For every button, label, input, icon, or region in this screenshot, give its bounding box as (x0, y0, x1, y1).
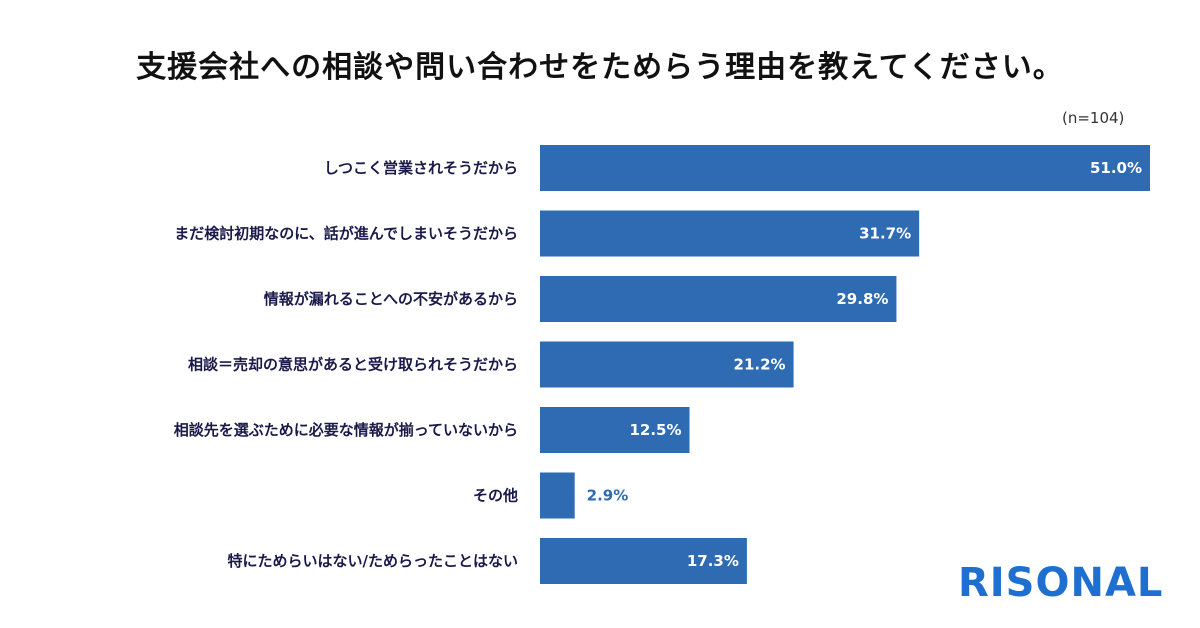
chart-title: 支援会社への相談や問い合わせをためらう理由を教えてください。 (136, 50, 1064, 85)
value-label: 31.7% (859, 225, 911, 243)
value-label: 12.5% (629, 421, 681, 439)
bar (540, 341, 794, 388)
bar (540, 145, 1150, 191)
sample-size-note: (n=104) (1062, 109, 1125, 127)
bars-group: しつこく営業されそうだから 51.0% まだ検討初期なのに、話が進んでしまいそうだか… (174, 145, 1150, 584)
category-label: その他 (473, 487, 518, 505)
category-label: 相談先を選ぶために必要な情報が揃っていないから (174, 421, 518, 439)
bar (540, 276, 897, 322)
risonal-logo: RISONAL (958, 560, 1164, 606)
value-label: 29.8% (836, 290, 888, 308)
value-label: 21.2% (734, 356, 786, 374)
bar (540, 407, 690, 453)
category-label: しつこく営業されそうだから (324, 159, 518, 177)
bar (540, 472, 575, 519)
value-label: 2.9% (587, 487, 629, 505)
value-label: 51.0% (1090, 159, 1142, 177)
category-label: 特にためらいはない/ためらったことはない (228, 552, 518, 570)
value-label: 17.3% (687, 552, 739, 570)
category-label: 情報が漏れることへの不安があるから (264, 290, 518, 308)
category-label: 相談＝売却の意思があると受け取られそうだから (188, 356, 518, 374)
bar (540, 210, 920, 257)
category-label: まだ検討初期なのに、話が進んでしまいそうだから (174, 225, 518, 243)
bar (540, 538, 747, 584)
